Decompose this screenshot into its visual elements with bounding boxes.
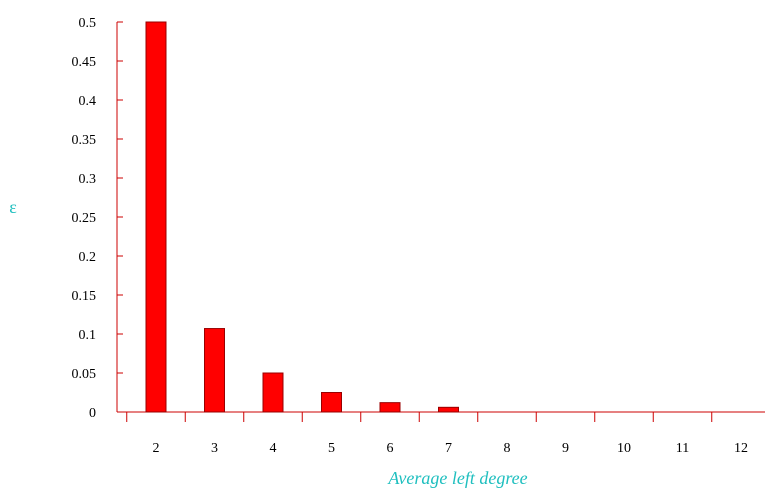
- x-tick-label: 8: [504, 441, 511, 456]
- x-tick-label: 10: [617, 441, 631, 456]
- bar-7: [438, 406, 459, 413]
- y-tick-label: 0.45: [72, 55, 97, 70]
- x-tick-label: 12: [734, 441, 748, 456]
- y-tick-label: 0.5: [79, 16, 97, 31]
- x-tick-label: 11: [676, 441, 689, 456]
- y-axis: 0 0.05 0.1 0.15 0.2 0.25 0.3 0.35 0.4 0.45 0.5: [72, 16, 123, 421]
- y-tick-label: 0.05: [72, 367, 97, 382]
- x-tick-label: 4: [270, 441, 277, 456]
- y-tick-label: 0.2: [79, 250, 97, 265]
- x-tick-label: 2: [153, 441, 160, 456]
- bar-4: [262, 372, 284, 413]
- x-tick-label: 7: [445, 441, 452, 456]
- y-tick-label: 0.35: [72, 133, 97, 148]
- bar-3: [204, 328, 225, 413]
- y-tick-label: 0.3: [79, 172, 97, 187]
- bars: [145, 21, 459, 413]
- bar-5: [321, 392, 342, 413]
- bar-6: [379, 402, 401, 413]
- x-tick-label: 9: [562, 441, 569, 456]
- y-tick-label: 0.15: [72, 289, 97, 304]
- x-tick-label: 3: [211, 441, 218, 456]
- y-axis-title: ε: [9, 197, 17, 217]
- y-tick-label: 0.4: [79, 94, 97, 109]
- y-tick-label: 0.1: [79, 328, 97, 343]
- y-tick-label: 0: [89, 406, 96, 421]
- x-tick-label: 5: [328, 441, 335, 456]
- x-tick-label: 6: [387, 441, 394, 456]
- bar-2: [145, 21, 167, 413]
- x-axis: 2 3 4 5 6 7 8 9 10 11 12: [117, 411, 765, 456]
- x-axis-title: Average left degree: [387, 468, 527, 488]
- y-tick-label: 0.25: [72, 211, 97, 226]
